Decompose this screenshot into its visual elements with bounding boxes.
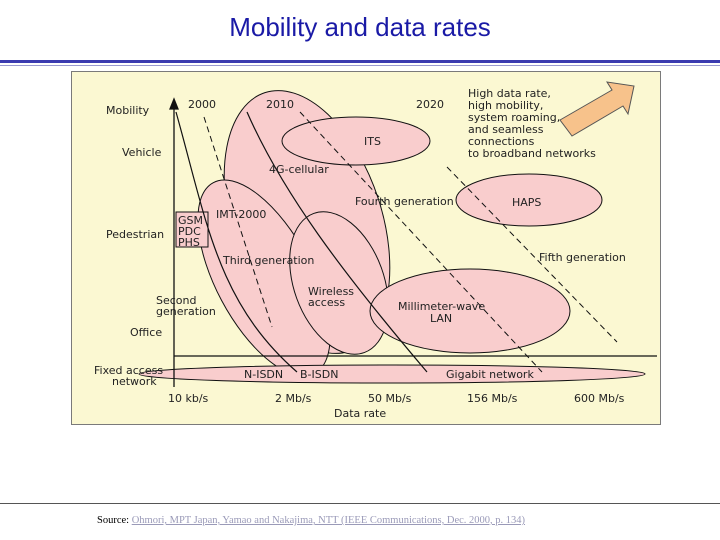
source-reference-link[interactable]: Ohmori, MPT Japan, Yamao and Nakajima, N… bbox=[131, 515, 526, 526]
source-citation: Source: Ohmori, MPT Japan, Yamao and Nak… bbox=[97, 515, 525, 526]
label-wireless-access-1: Wireless bbox=[308, 285, 354, 298]
tick-2mbs: 2 Mb/s bbox=[275, 392, 312, 405]
label-gigabit-network: Gigabit network bbox=[446, 368, 534, 381]
fixed-access-label-2: network bbox=[112, 375, 157, 388]
callout-line-4: and seamless bbox=[468, 123, 544, 136]
year-2000: 2000 bbox=[188, 98, 216, 111]
source-prefix: Source: bbox=[97, 515, 130, 526]
label-b-isdn: B-ISDN bbox=[300, 368, 338, 381]
diagram-canvas: Mobility Vehicle Pedestrian Second gener… bbox=[94, 81, 657, 420]
mobility-data-rate-diagram: Mobility Vehicle Pedestrian Second gener… bbox=[71, 71, 661, 425]
callout-line-1: High data rate, bbox=[468, 87, 551, 100]
footer-divider bbox=[0, 503, 720, 504]
title-divider bbox=[0, 60, 720, 63]
title-divider-thin bbox=[0, 65, 720, 66]
label-mmwave-lan-1: Millimeter-wave bbox=[398, 300, 485, 313]
label-gsm: GSM bbox=[178, 214, 203, 227]
fixed-access-label-1: Fixed access bbox=[94, 364, 163, 377]
label-imt2000: IMT-2000 bbox=[216, 208, 266, 221]
region-mmwave-lan bbox=[369, 268, 571, 354]
mobility-level-pedestrian: Pedestrian bbox=[106, 228, 164, 241]
mobility-level-vehicle: Vehicle bbox=[122, 146, 162, 159]
tick-600mbs: 600 Mb/s bbox=[574, 392, 625, 405]
callout-arrow-icon bbox=[559, 81, 635, 137]
tick-50mbs: 50 Mb/s bbox=[368, 392, 412, 405]
slide-title: Mobility and data rates bbox=[229, 12, 491, 42]
label-its: ITS bbox=[364, 135, 381, 148]
callout-line-3: system roaming, bbox=[468, 111, 560, 124]
callout-line-5: connections bbox=[468, 135, 535, 148]
year-2020: 2020 bbox=[416, 98, 444, 111]
second-generation-label-2: generation bbox=[156, 305, 216, 318]
tick-10kbs: 10 kb/s bbox=[168, 392, 209, 405]
label-third-generation: Third generation bbox=[222, 254, 314, 267]
region-haps bbox=[455, 173, 603, 227]
second-generation-label-1: Second bbox=[156, 294, 196, 307]
callout-line-2: high mobility, bbox=[468, 99, 543, 112]
label-4g-cellular: 4G-cellular bbox=[269, 163, 329, 176]
region-wireless-access bbox=[289, 211, 389, 355]
label-fifth-generation: Fifth generation bbox=[539, 251, 626, 264]
mobility-axis-label: Mobility bbox=[106, 104, 150, 117]
region-fixed-network bbox=[138, 364, 646, 384]
label-n-isdn: N-ISDN bbox=[244, 368, 283, 381]
data-rate-axis-label: Data rate bbox=[334, 407, 386, 420]
label-mmwave-lan-2: LAN bbox=[430, 312, 452, 325]
label-phs: PHS bbox=[178, 236, 200, 249]
label-fourth-generation: Fourth generation bbox=[355, 195, 454, 208]
tick-156mbs: 156 Mb/s bbox=[467, 392, 518, 405]
region-its bbox=[281, 116, 431, 166]
callout-line-6: to broadband networks bbox=[468, 147, 596, 160]
label-pdc: PDC bbox=[178, 225, 201, 238]
label-wireless-access-2: access bbox=[308, 296, 345, 309]
mobility-level-office: Office bbox=[130, 326, 162, 339]
label-haps: HAPS bbox=[512, 196, 541, 209]
region-second-generation bbox=[175, 211, 209, 248]
year-2010: 2010 bbox=[266, 98, 294, 111]
